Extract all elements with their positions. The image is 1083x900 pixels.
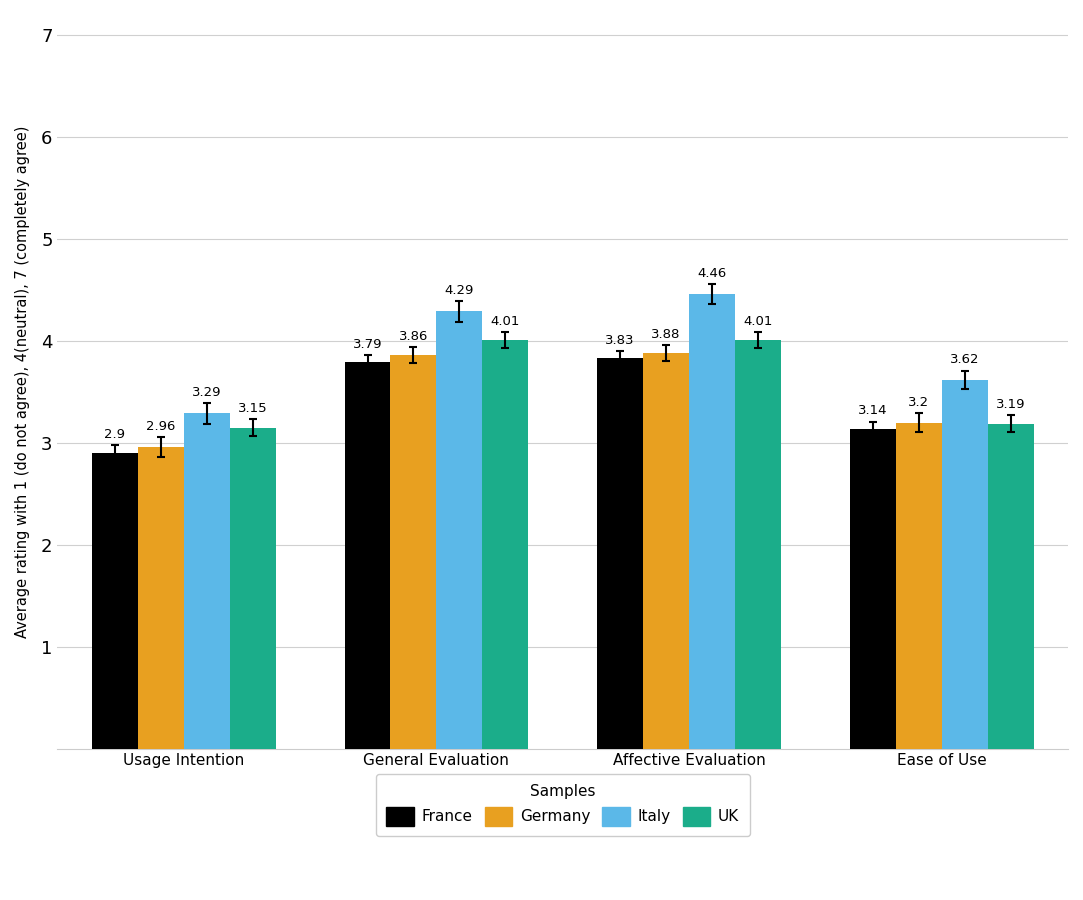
Text: 4.46: 4.46	[697, 267, 727, 280]
Bar	[436, 311, 482, 749]
Bar	[942, 380, 988, 749]
Bar	[184, 413, 230, 749]
Bar	[230, 428, 276, 749]
Text: 3.88: 3.88	[651, 328, 681, 341]
Bar	[482, 340, 529, 749]
Y-axis label: Average rating with 1 (do not agree), 4(neutral), 7 (completely agree): Average rating with 1 (do not agree), 4(…	[15, 126, 30, 638]
Bar	[689, 294, 735, 749]
Text: 3.79: 3.79	[353, 338, 382, 351]
X-axis label: Acceptance of CAVs: Acceptance of CAVs	[473, 779, 652, 797]
Text: 3.15: 3.15	[238, 402, 268, 416]
Bar	[344, 363, 391, 749]
Text: 3.29: 3.29	[192, 386, 222, 399]
Text: 4.29: 4.29	[445, 284, 474, 297]
Text: 3.83: 3.83	[605, 334, 635, 347]
Text: 3.62: 3.62	[950, 354, 979, 366]
Text: 3.86: 3.86	[399, 330, 428, 343]
Bar	[643, 353, 689, 749]
Text: 3.14: 3.14	[858, 404, 888, 418]
Text: 2.96: 2.96	[146, 419, 175, 433]
Bar	[896, 422, 942, 749]
Bar	[597, 358, 643, 749]
Text: 4.01: 4.01	[491, 315, 520, 328]
Text: 2.9: 2.9	[104, 428, 126, 441]
Text: 3.2: 3.2	[909, 396, 929, 410]
Bar	[391, 356, 436, 749]
Bar	[988, 424, 1033, 749]
Legend: France, Germany, Italy, UK: France, Germany, Italy, UK	[376, 774, 749, 836]
Text: 3.19: 3.19	[996, 399, 1026, 411]
Bar	[850, 428, 896, 749]
Bar	[138, 447, 184, 749]
Text: 4.01: 4.01	[743, 315, 772, 328]
Bar	[735, 340, 781, 749]
Bar	[92, 453, 138, 749]
